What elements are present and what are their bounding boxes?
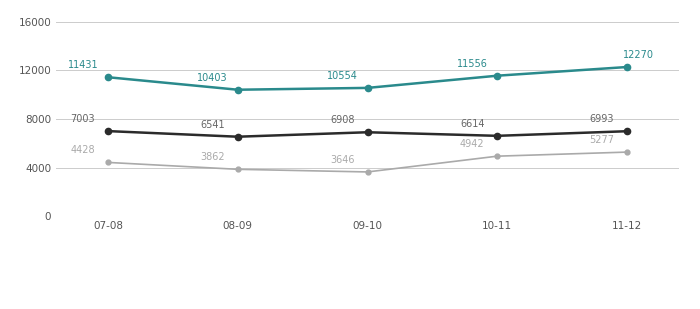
Text: 3646: 3646 bbox=[330, 155, 355, 165]
Text: 10403: 10403 bbox=[197, 73, 228, 83]
Text: 7003: 7003 bbox=[71, 114, 95, 124]
Text: 4428: 4428 bbox=[71, 146, 95, 155]
Text: 6614: 6614 bbox=[460, 119, 484, 129]
Text: 3862: 3862 bbox=[200, 152, 225, 162]
Text: 6908: 6908 bbox=[330, 115, 355, 125]
Text: 12270: 12270 bbox=[623, 50, 654, 60]
Text: 6541: 6541 bbox=[200, 120, 225, 130]
Text: 5277: 5277 bbox=[589, 135, 615, 145]
Text: 11431: 11431 bbox=[68, 60, 98, 70]
Text: 4942: 4942 bbox=[460, 139, 484, 149]
Text: 10554: 10554 bbox=[327, 71, 358, 81]
Text: 6993: 6993 bbox=[590, 114, 615, 124]
Text: 11556: 11556 bbox=[457, 59, 488, 69]
